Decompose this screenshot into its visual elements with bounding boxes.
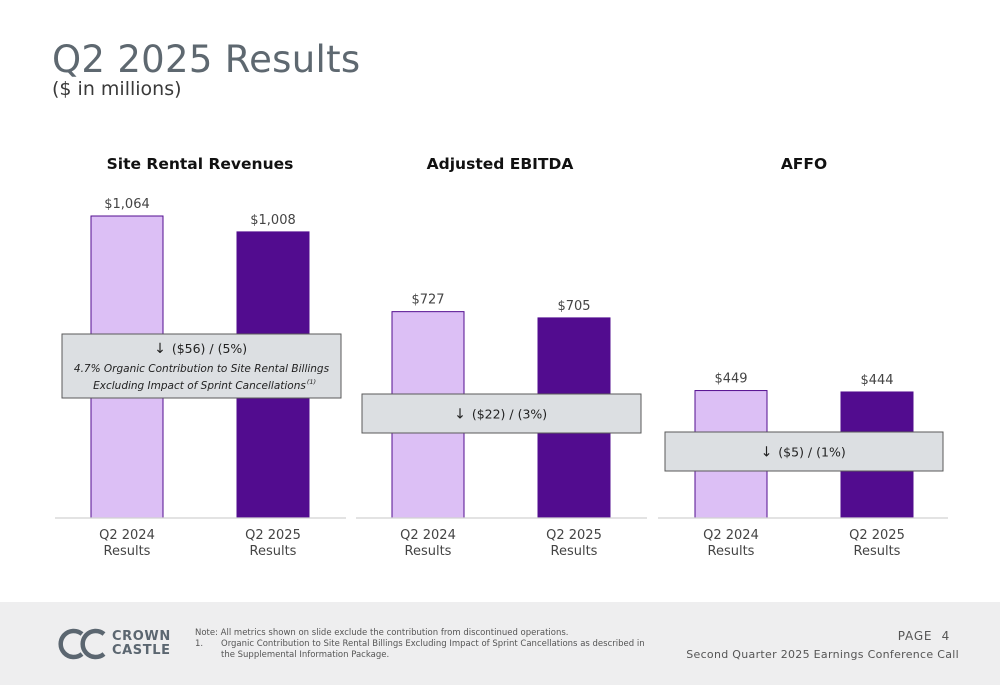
x-tick-label: Q2 2025 bbox=[245, 528, 301, 543]
change-callout bbox=[664, 431, 944, 472]
data-label: $449 bbox=[714, 372, 747, 387]
data-label: $1,064 bbox=[104, 197, 150, 212]
x-tick-label: Results bbox=[405, 544, 452, 559]
change-label: ($56) / (5%) bbox=[172, 341, 247, 356]
down-arrow-icon: ↓ bbox=[761, 445, 773, 461]
data-label: $1,008 bbox=[250, 213, 296, 228]
page-subtitle: ($ in millions) bbox=[52, 78, 182, 100]
page-number-value: 4 bbox=[941, 629, 950, 643]
x-tick-label: Q2 2024 bbox=[99, 528, 155, 543]
page-title: Q2 2025 Results bbox=[52, 38, 361, 81]
data-label: $705 bbox=[557, 299, 590, 314]
x-tick-label: Q2 2024 bbox=[703, 528, 759, 543]
x-tick-label: Q2 2025 bbox=[849, 528, 905, 543]
x-tick-label: Q2 2024 bbox=[400, 528, 456, 543]
logo-wordmark: CROWN CASTLE bbox=[112, 630, 171, 658]
x-tick-label: Results bbox=[250, 544, 297, 559]
footnotes: Note: All metrics shown on slide exclude… bbox=[195, 628, 655, 661]
chart-title: AFFO bbox=[781, 155, 827, 173]
change-callout bbox=[361, 393, 642, 434]
callout-superscript: (1) bbox=[307, 378, 316, 386]
footnote-1: 1. Organic Contribution to Site Rental B… bbox=[195, 639, 655, 661]
change-label: ($22) / (3%) bbox=[472, 407, 547, 422]
chart-title: Adjusted EBITDA bbox=[427, 155, 574, 173]
chart-title: Site Rental Revenues bbox=[107, 155, 294, 173]
logo-line-2: CASTLE bbox=[112, 643, 171, 658]
x-tick-label: Results bbox=[854, 544, 901, 559]
change-label: ($5) / (1%) bbox=[778, 445, 845, 460]
callout-note-line-2: Excluding Impact of Sprint Cancellations bbox=[93, 380, 306, 392]
callout-note-line-1: 4.7% Organic Contribution to Site Rental… bbox=[74, 363, 330, 375]
footer bbox=[0, 602, 1000, 685]
note-text: Note: All metrics shown on slide exclude… bbox=[195, 628, 569, 638]
down-arrow-icon: ↓ bbox=[454, 407, 466, 423]
footnote-number: 1. bbox=[195, 639, 204, 649]
down-arrow-icon: ↓ bbox=[154, 341, 166, 357]
crown-castle-logo-icon bbox=[58, 628, 106, 660]
conference-title: Second Quarter 2025 Earnings Conference … bbox=[686, 648, 959, 661]
logo-line-1: CROWN bbox=[112, 629, 171, 644]
x-tick-label: Results bbox=[104, 544, 151, 559]
x-tick-label: Results bbox=[708, 544, 755, 559]
x-tick-label: Results bbox=[551, 544, 598, 559]
data-label: $727 bbox=[411, 293, 444, 308]
page-label: PAGE bbox=[897, 629, 933, 643]
page-number: PAGE 4 bbox=[898, 629, 950, 643]
footnote-text: Organic Contribution to Site Rental Bill… bbox=[221, 639, 645, 660]
x-tick-label: Q2 2025 bbox=[546, 528, 602, 543]
data-label: $444 bbox=[860, 373, 893, 388]
change-callout bbox=[61, 333, 342, 399]
